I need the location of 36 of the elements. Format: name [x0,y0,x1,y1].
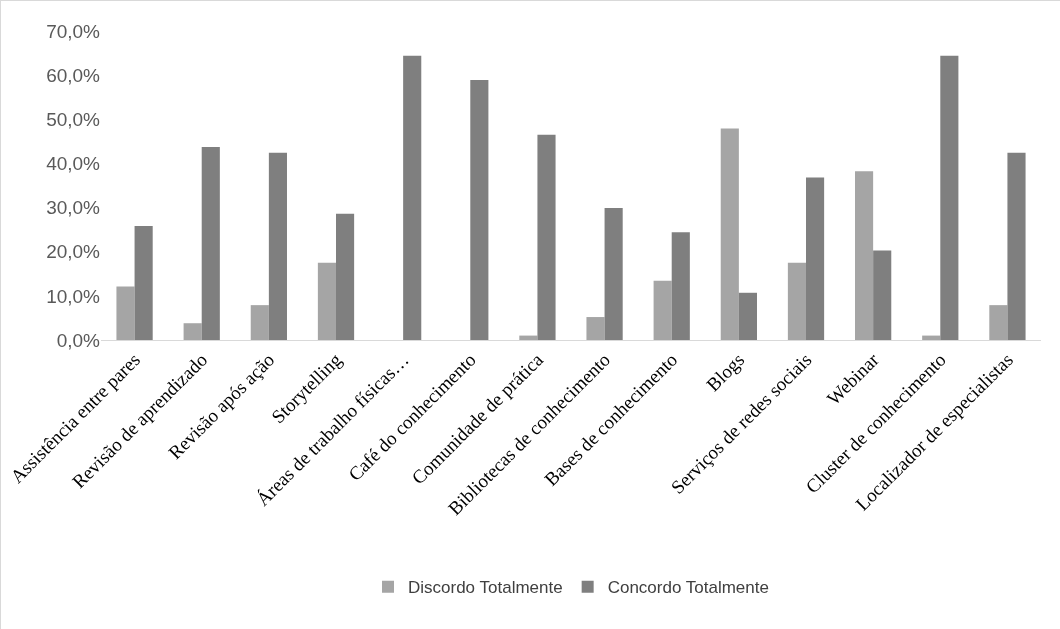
bar [653,280,672,340]
y-tick-label: 60,0% [46,64,101,86]
bar [806,177,825,340]
bar [317,262,336,340]
bar [201,147,220,340]
y-tick-label: 40,0% [46,153,101,175]
y-tick-label: 30,0% [46,197,101,219]
bar [738,292,757,340]
bar [336,213,355,340]
bar [116,286,135,340]
bar [519,335,538,340]
bar [134,226,153,340]
y-tick-label: 70,0% [46,20,101,42]
y-tick-label: 20,0% [46,241,101,263]
bar [183,323,202,340]
bar [940,55,959,340]
bar [470,80,489,340]
bar [922,335,941,340]
bar [586,317,605,340]
bar [604,208,623,340]
bar [250,305,269,340]
bar [1007,152,1026,340]
bar [787,262,806,340]
bar [989,305,1008,340]
bar [720,128,739,340]
bar [403,55,422,340]
bar [537,134,556,340]
bar [671,232,690,340]
legend-label: Concordo Totalmente [607,578,769,598]
bar [268,152,287,340]
y-tick-label: 50,0% [46,108,101,130]
bar [873,250,892,340]
y-tick-label: 0,0% [56,329,101,351]
y-tick-label: 10,0% [46,285,101,307]
legend-label: Discordo Totalmente [408,578,563,598]
bar [855,171,874,340]
